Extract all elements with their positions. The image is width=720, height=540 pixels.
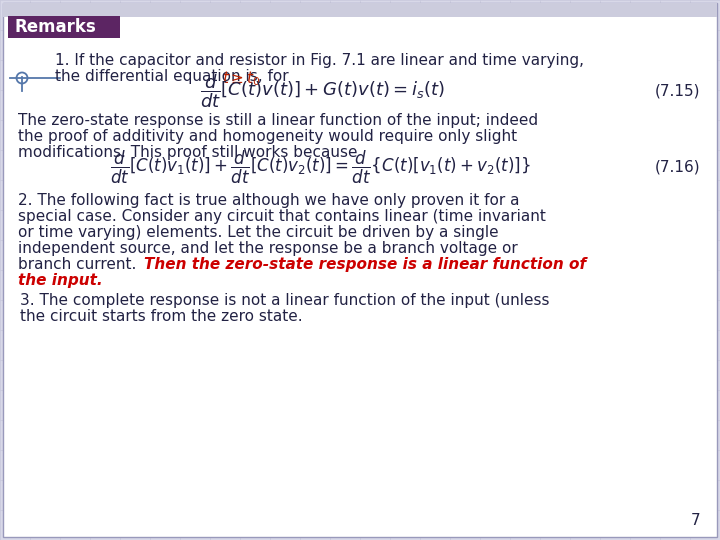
Text: the proof of additivity and homogeneity would require only slight: the proof of additivity and homogeneity … bbox=[18, 129, 517, 144]
Bar bbox=[3, 3, 717, 17]
Text: 3. The complete response is not a linear function of the input (unless: 3. The complete response is not a linear… bbox=[20, 293, 549, 308]
Text: (7.16): (7.16) bbox=[654, 159, 700, 174]
Bar bbox=[8, 16, 120, 38]
Text: the input.: the input. bbox=[18, 273, 103, 288]
Text: 7: 7 bbox=[690, 513, 700, 528]
Text: $\dfrac{d}{dt}\left[C(t)v(t)\right]+ G(t)v(t) = i_s(t)$: $\dfrac{d}{dt}\left[C(t)v(t)\right]+ G(t… bbox=[200, 72, 445, 110]
Text: Then the zero-state response is a linear function of: Then the zero-state response is a linear… bbox=[144, 257, 586, 272]
Text: modifications. This proof still works because: modifications. This proof still works be… bbox=[18, 145, 358, 160]
Text: or time varying) elements. Let the circuit be driven by a single: or time varying) elements. Let the circu… bbox=[18, 225, 499, 240]
Text: the circuit starts from the zero state.: the circuit starts from the zero state. bbox=[20, 309, 302, 324]
Text: special case. Consider any circuit that contains linear (time invariant: special case. Consider any circuit that … bbox=[18, 209, 546, 224]
Text: (7.15): (7.15) bbox=[654, 84, 700, 98]
Text: the differential equation is, for: the differential equation is, for bbox=[55, 69, 294, 84]
Text: $\dfrac{d}{dt}\left[C(t)v_1(t)\right]+\dfrac{d}{dt}\left[C(t)v_2(t)\right]=\dfra: $\dfrac{d}{dt}\left[C(t)v_1(t)\right]+\d… bbox=[110, 148, 531, 186]
Text: 2. The following fact is true although we have only proven it for a: 2. The following fact is true although w… bbox=[18, 193, 520, 208]
Text: 1. If the capacitor and resistor in Fig. 7.1 are linear and time varying,: 1. If the capacitor and resistor in Fig.… bbox=[55, 53, 584, 68]
Text: $t\geq t_0$: $t\geq t_0$ bbox=[222, 69, 261, 87]
Text: branch current.: branch current. bbox=[18, 257, 146, 272]
Text: Remarks: Remarks bbox=[14, 18, 96, 36]
Text: independent source, and let the response be a branch voltage or: independent source, and let the response… bbox=[18, 241, 518, 256]
Text: The zero-state response is still a linear function of the input; indeed: The zero-state response is still a linea… bbox=[18, 113, 538, 128]
